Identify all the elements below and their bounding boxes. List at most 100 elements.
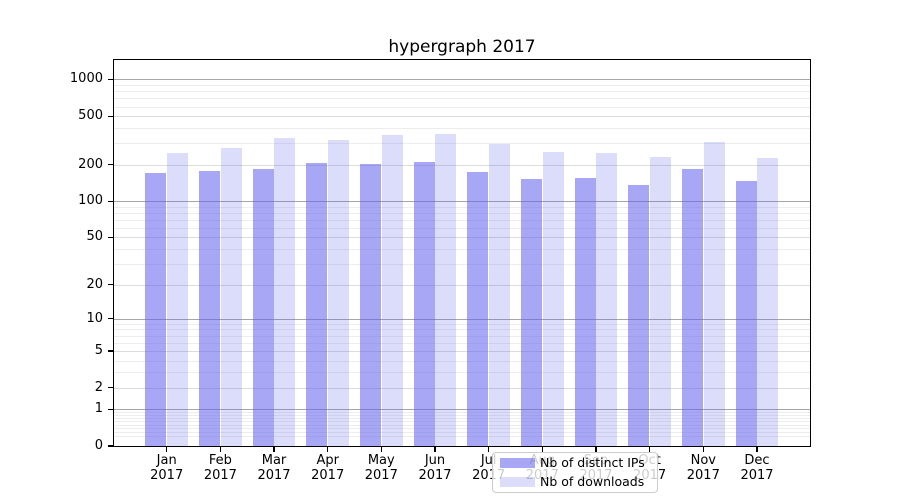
gridline-minor [114, 98, 810, 100]
x-tick-label-may: May 2017 [351, 453, 411, 483]
gridline-minor [114, 263, 810, 265]
bar-oct-downloads [649, 157, 671, 446]
y-tick-label-10: 10 [86, 310, 103, 326]
x-label-year: 2017 [150, 468, 184, 483]
x-tick-jan [166, 447, 168, 452]
gridline-minor [114, 143, 810, 145]
x-tick-label-dec: Dec 2017 [727, 453, 787, 483]
bar-aug-ips [521, 178, 542, 446]
bar-jun-ips [413, 161, 435, 446]
legend-swatch-distinct-ips [500, 458, 535, 468]
gridline-5 [114, 350, 810, 352]
legend: Nb of distinct IPs Nb of downloads [492, 452, 658, 493]
x-label-year: 2017 [203, 468, 237, 483]
bar-jun-downloads [435, 134, 457, 446]
x-label-month: Feb [208, 453, 232, 468]
bar-feb-downloads [220, 148, 242, 446]
x-label-year: 2017 [257, 468, 291, 483]
gridline-minor [114, 335, 810, 337]
bar-oct-ips [628, 185, 650, 446]
x-tick-oct [649, 447, 651, 452]
bar-jan-downloads [167, 153, 188, 446]
gridline-10 [114, 318, 810, 320]
bar-aug-downloads [542, 152, 564, 446]
x-tick-dec [756, 447, 758, 452]
bar-nov-ips [682, 169, 703, 446]
x-label-month: May [367, 453, 395, 468]
y-tick-label-1: 1 [94, 401, 103, 417]
bar-may-ips [360, 164, 381, 446]
bar-may-downloads [381, 135, 403, 446]
legend-item-distinct-ips: Nb of distinct IPs [500, 454, 657, 473]
legend-swatch-downloads [500, 477, 535, 487]
gridline-minor [114, 128, 810, 129]
gridline-minor [114, 219, 810, 221]
legend-label-downloads: Nb of downloads [540, 474, 645, 489]
gridline-minor [114, 206, 810, 208]
gridline-minor [114, 360, 810, 362]
gridline-100 [114, 201, 810, 203]
gridline-minor [114, 342, 810, 344]
gridline-minor [114, 424, 810, 426]
y-tick-label-20: 20 [86, 276, 103, 292]
bar-nov-downloads [703, 142, 725, 446]
gridline-minor [114, 417, 810, 419]
gridline-1000 [114, 79, 810, 81]
y-tick-0 [108, 445, 114, 447]
x-tick-may [380, 447, 382, 452]
y-tick-label-1000: 1000 [69, 71, 103, 87]
bar-dec-downloads [757, 158, 779, 446]
gridline-minor [114, 85, 810, 86]
gridline-minor [114, 106, 810, 108]
y-tick-label-0: 0 [94, 438, 103, 453]
gridline-minor [114, 411, 810, 413]
x-label-month: Jun [424, 453, 446, 468]
x-label-month: Nov [690, 453, 716, 468]
x-tick-jun [434, 447, 436, 452]
bar-feb-ips [199, 170, 221, 446]
y-tick-500 [108, 115, 114, 117]
bar-jan-ips [145, 172, 167, 446]
legend-label-distinct-ips: Nb of distinct IPs [540, 455, 645, 470]
x-tick-nov [702, 447, 704, 452]
gridline-minor [114, 414, 810, 416]
gridline-minor [114, 436, 810, 438]
gridline-minor [114, 227, 810, 229]
x-label-year: 2017 [311, 468, 345, 483]
gridline-minor [114, 329, 810, 331]
x-tick-label-apr: Apr 2017 [298, 453, 358, 483]
x-tick-label-nov: Nov 2017 [673, 453, 733, 483]
y-tick-label-2: 2 [94, 379, 103, 395]
y-tick-20 [108, 283, 114, 286]
x-label-year: 2017 [364, 468, 398, 483]
x-tick-sep [595, 447, 597, 452]
legend-item-downloads: Nb of downloads [500, 473, 657, 492]
gridline-20 [114, 284, 810, 286]
x-tick-label-mar: Mar 2017 [244, 453, 304, 483]
y-tick-1 [108, 408, 114, 410]
x-tick-aug [541, 447, 543, 452]
gridline-2 [114, 387, 810, 389]
y-tick-1000 [108, 78, 114, 81]
gridline-minor [114, 212, 810, 214]
gridline-minor [114, 323, 810, 325]
x-label-year: 2017 [686, 468, 720, 483]
gridline-minor [114, 432, 810, 434]
y-tick-5 [108, 350, 114, 352]
x-label-month: Apr [316, 453, 339, 468]
bar-apr-downloads [328, 140, 349, 446]
gridline-minor [114, 421, 810, 423]
bar-dec-ips [735, 180, 757, 446]
y-tick-label-200: 200 [78, 156, 103, 172]
chart-title: hypergraph 2017 [388, 37, 536, 57]
x-label-month: Mar [261, 453, 287, 468]
y-tick-200 [108, 164, 114, 166]
gridline-minor [114, 249, 810, 250]
y-tick-label-500: 500 [78, 108, 103, 124]
x-label-year: 2017 [418, 468, 452, 483]
y-tick-50 [108, 236, 114, 238]
y-tick-10 [108, 318, 114, 320]
y-tick-2 [108, 387, 114, 389]
gridline-200 [114, 164, 810, 166]
